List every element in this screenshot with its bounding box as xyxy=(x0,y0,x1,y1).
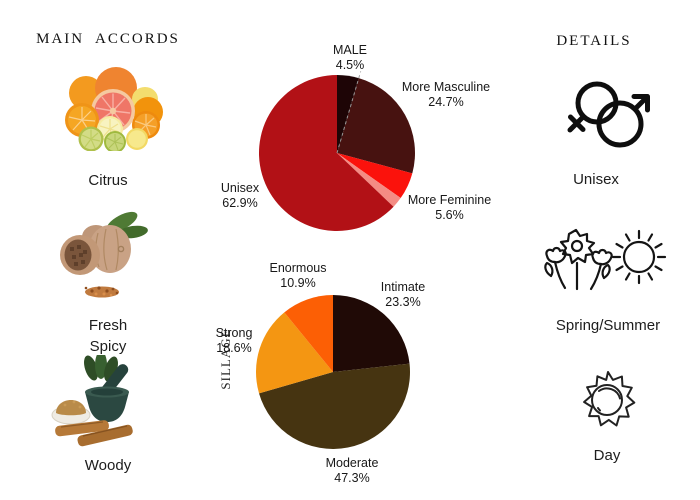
pie-slice-more-feminine xyxy=(337,153,413,199)
pie1-label-more-feminine: More Feminine 5.6% xyxy=(407,193,492,222)
woody-mortar-image xyxy=(51,355,133,447)
detail-label-spring-summer: Spring/Summer xyxy=(555,317,661,334)
pie-slice-more-masculine xyxy=(337,78,416,174)
pie-slice-unisex xyxy=(258,75,394,231)
pie-slice-intimate xyxy=(333,295,410,372)
pie1-label-more-masculine: More Masculine 24.7% xyxy=(401,80,491,109)
main-accords-header: MAIN ACCORDS xyxy=(36,31,180,47)
pie2-label-moderate: Moderate 47.3% xyxy=(325,456,379,485)
label-leader-line xyxy=(336,71,362,154)
pie1-label-unisex: Unisex 62.9% xyxy=(220,181,260,210)
pie2-label-strong: Strong 18.6% xyxy=(215,326,253,355)
pie-slice-unlabeled xyxy=(337,153,401,207)
day-sun-icon xyxy=(583,371,636,427)
citrus-fruits-image xyxy=(65,67,163,151)
detail-label-day: Day xyxy=(593,447,621,464)
unisex-gender-icon xyxy=(567,81,650,148)
sillage-pie-chart xyxy=(256,295,411,449)
pie-slice-enormous xyxy=(284,295,333,372)
pie1-label-male: MALE 4.5% xyxy=(332,43,368,72)
detail-label-unisex: Unisex xyxy=(573,171,619,188)
details-header: DETAILS xyxy=(556,33,632,49)
accord-label-woody: Woody xyxy=(84,457,132,474)
pie2-label-enormous: Enormous 10.9% xyxy=(269,261,327,290)
flowers-and-sun-icon xyxy=(544,228,667,291)
fresh-spicy-nutmeg-image xyxy=(60,211,148,298)
accord-label-citrus: Citrus xyxy=(88,172,128,189)
accord-label-fresh-spicy: Fresh Spicy xyxy=(88,317,128,355)
pie-slice-strong xyxy=(256,312,333,394)
pie2-label-intimate: Intimate 23.3% xyxy=(380,280,426,309)
pie-slice-moderate xyxy=(259,363,411,449)
gender-pie-chart xyxy=(258,71,416,231)
